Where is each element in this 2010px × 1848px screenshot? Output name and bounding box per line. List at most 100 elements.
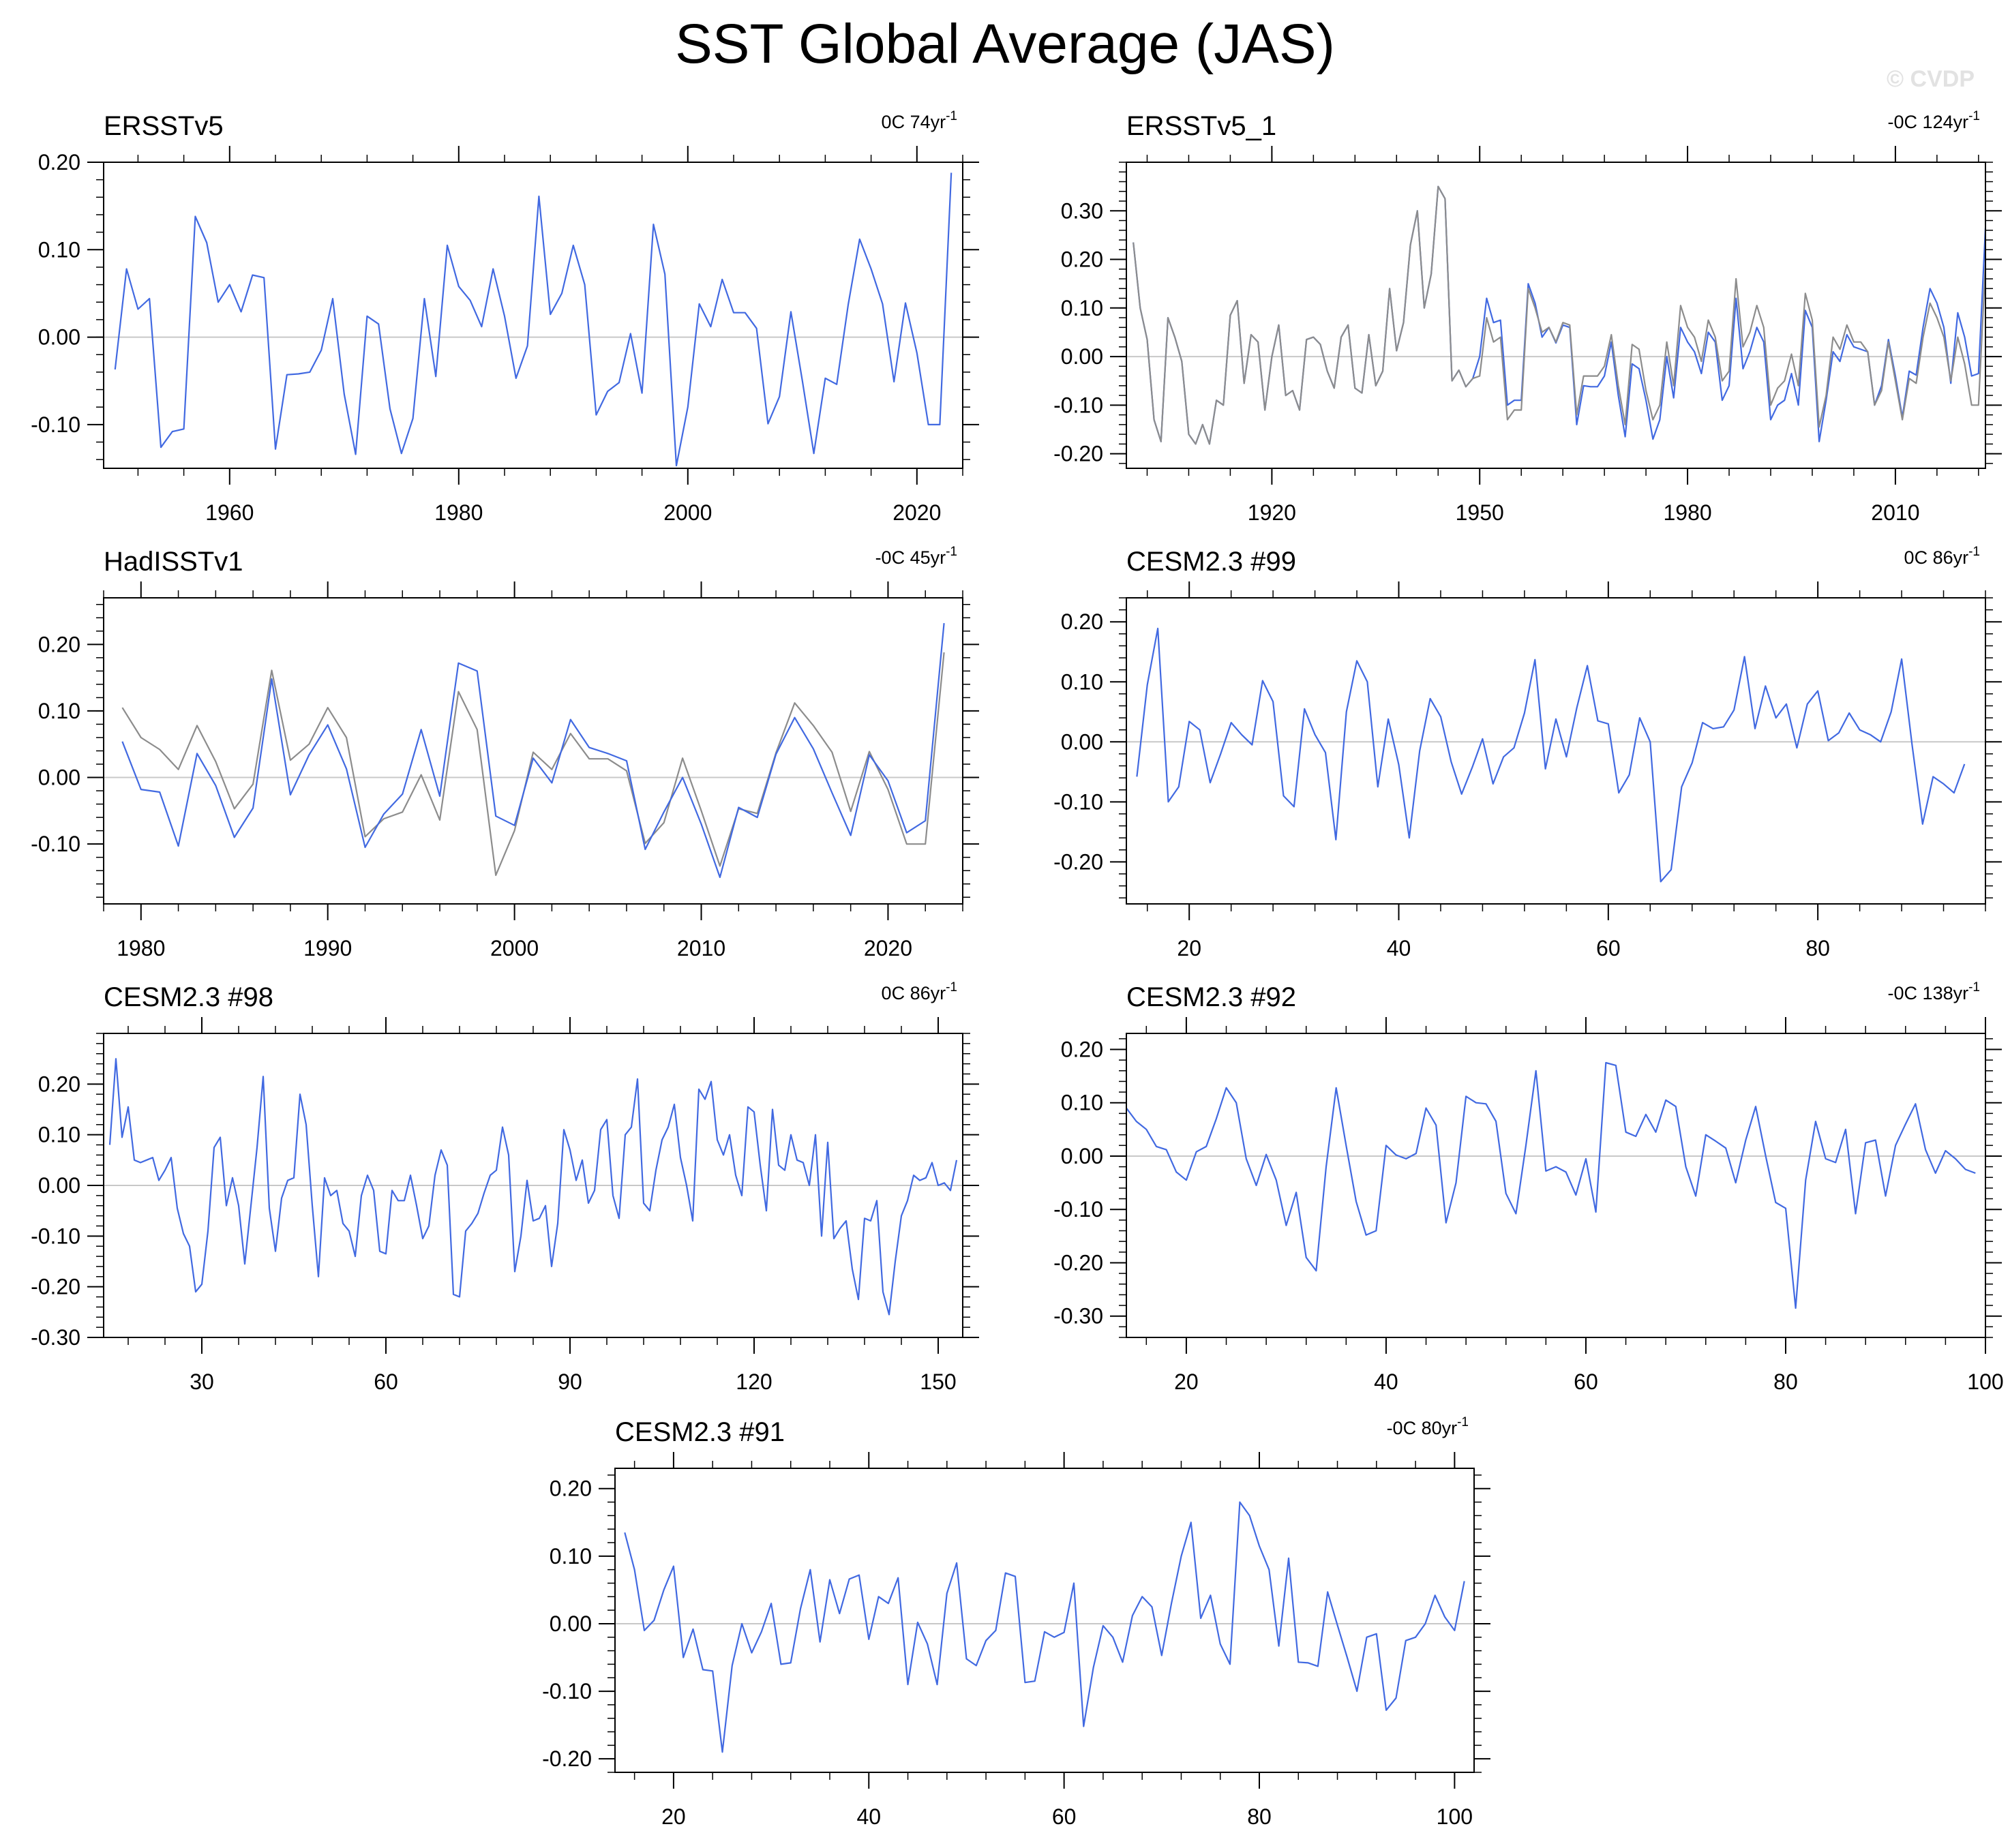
x-tick-label: 60 <box>1574 1369 1598 1394</box>
x-tick-label: 1980 <box>434 500 483 525</box>
y-tick-label: 0.10 <box>38 699 80 723</box>
panel-2: -0.20 -0.10 0.00 0.10 0.20 0.30 1920 1950 1980 20… <box>1053 109 2002 525</box>
y-tick-label: 0.20 <box>1061 609 1103 634</box>
x-tick-label: 30 <box>190 1369 214 1394</box>
trend-unit-superscript: -1 <box>946 545 957 559</box>
y-tick-label: -0.20 <box>542 1746 592 1771</box>
series-line-cesm2-3-91 <box>624 1501 1465 1753</box>
trend-value: -0C 124yr <box>1888 112 1969 132</box>
y-tick-label: -0.20 <box>1053 1250 1103 1275</box>
trend-label: 0C 86yr-1 <box>882 980 957 1003</box>
x-tick-label: 2000 <box>663 500 712 525</box>
trend-unit-superscript: -1 <box>1968 980 1980 995</box>
x-tick-label: 90 <box>558 1369 582 1394</box>
plot-frame <box>1126 1033 1986 1338</box>
series-line-ersstv5 <box>114 172 952 467</box>
y-tick-label: 0.00 <box>38 766 80 790</box>
series-line-reference <box>121 652 945 877</box>
x-tick-label: 2020 <box>892 500 941 525</box>
y-tick-label: -0.10 <box>1053 393 1103 417</box>
x-tick-label: 40 <box>856 1804 881 1829</box>
y-tick-label: 0.00 <box>1061 729 1103 754</box>
panel-title: CESM2.3 #98 <box>104 982 273 1012</box>
trend-value: -0C 138yr <box>1888 983 1969 1003</box>
trend-unit-superscript: -1 <box>946 980 957 995</box>
y-tick-label: 0.10 <box>1061 296 1103 320</box>
x-tick-label: 100 <box>1437 1804 1473 1829</box>
x-tick-label: 40 <box>1387 936 1411 960</box>
x-tick-label: 2020 <box>864 936 912 960</box>
y-tick-label: -0.10 <box>1053 789 1103 814</box>
x-tick-label: 1920 <box>1248 500 1296 525</box>
y-tick-label: 0.20 <box>38 1072 80 1096</box>
x-tick-label: 1980 <box>1663 500 1711 525</box>
x-tick-label: 1950 <box>1456 500 1504 525</box>
y-tick-label: -0.10 <box>1053 1197 1103 1222</box>
x-tick-label: 150 <box>920 1369 956 1394</box>
x-tick-label: 40 <box>1374 1369 1398 1394</box>
trend-label: -0C 138yr-1 <box>1888 980 1980 1003</box>
series-line-hadisstv1 <box>121 622 945 879</box>
x-tick-label: 100 <box>1967 1369 2003 1394</box>
y-tick-label: 0.00 <box>38 325 80 350</box>
series-line-ersstv5-1 <box>1132 185 1985 445</box>
y-tick-label: 0.20 <box>1061 247 1103 272</box>
panel-7: -0.20 -0.10 0.00 0.10 0.20 20 40 60 80 100 CESM2.3… <box>542 1415 1490 1829</box>
trend-value: -0C 45yr <box>875 547 946 568</box>
series-line-reference <box>1132 185 1985 445</box>
plot-frame <box>103 162 963 469</box>
x-tick-label: 20 <box>661 1804 686 1829</box>
y-tick-label: 0.20 <box>1061 1037 1103 1061</box>
trend-unit-superscript: -1 <box>946 109 957 123</box>
series-line-cesm2-3-98 <box>108 1058 958 1316</box>
series-line-cesm2-3-99 <box>1136 627 1966 883</box>
trend-value: -0C 80yr <box>1387 1418 1458 1438</box>
y-tick-label: 0.30 <box>1061 198 1103 223</box>
x-tick-label: 120 <box>736 1369 772 1394</box>
panel-title: ERSSTv5_1 <box>1126 111 1276 141</box>
x-tick-label: 80 <box>1805 936 1830 960</box>
y-tick-label: 0.00 <box>1061 344 1103 369</box>
y-tick-label: -0.10 <box>31 832 80 856</box>
trend-unit-superscript: -1 <box>1968 545 1980 559</box>
panel-1: -0.10 0.00 0.10 0.20 1960 1980 2000 2020 ERSSTv5… <box>31 109 979 525</box>
x-tick-label: 80 <box>1247 1804 1272 1829</box>
y-tick-label: 0.20 <box>38 632 80 656</box>
plot-frame <box>1126 597 1986 905</box>
y-tick-label: 0.10 <box>1061 1091 1103 1115</box>
panel-title: CESM2.3 #99 <box>1126 547 1296 577</box>
panel-4: -0.20 -0.10 0.00 0.10 0.20 20 40 60 80 CESM2.3 #9… <box>1053 545 2002 960</box>
y-tick-label: 0.10 <box>1061 669 1103 694</box>
x-tick-label: 60 <box>1052 1804 1077 1829</box>
cvdp-credit: © CVDP <box>1887 66 1975 92</box>
x-tick-label: 20 <box>1177 936 1201 960</box>
trend-label: -0C 45yr-1 <box>875 545 957 568</box>
panel-5: -0.30 -0.20 -0.10 0.00 0.10 0.20 30 60 90 120 150 C… <box>31 980 979 1394</box>
plot-frame <box>103 597 963 905</box>
y-tick-label: 0.20 <box>550 1476 592 1501</box>
y-tick-label: -0.30 <box>1053 1304 1103 1329</box>
panel-title: CESM2.3 #91 <box>615 1417 785 1447</box>
y-tick-label: 0.00 <box>550 1611 592 1636</box>
y-tick-label: -0.10 <box>542 1679 592 1703</box>
x-tick-label: 60 <box>1596 936 1621 960</box>
panel-title: CESM2.3 #92 <box>1126 982 1296 1012</box>
y-tick-label: 0.00 <box>1061 1144 1103 1168</box>
trend-value: 0C 74yr <box>882 112 946 132</box>
y-tick-label: -0.10 <box>31 1224 80 1248</box>
panel-title: HadISSTv1 <box>104 547 243 577</box>
y-tick-label: -0.10 <box>31 412 80 437</box>
y-tick-label: -0.20 <box>31 1275 80 1299</box>
y-tick-label: -0.30 <box>31 1325 80 1350</box>
x-tick-label: 2010 <box>677 936 725 960</box>
trend-label: 0C 86yr-1 <box>1904 545 1980 568</box>
trend-label: 0C 74yr-1 <box>882 109 957 132</box>
panel-6: -0.30 -0.20 -0.10 0.00 0.10 0.20 20 40 60 80 100 CE… <box>1053 980 2004 1394</box>
plot-frame <box>1126 162 1986 469</box>
y-tick-label: 0.00 <box>38 1173 80 1198</box>
trend-unit-superscript: -1 <box>1457 1415 1469 1429</box>
x-tick-label: 1980 <box>117 936 165 960</box>
panel-title: ERSSTv5 <box>104 111 224 141</box>
